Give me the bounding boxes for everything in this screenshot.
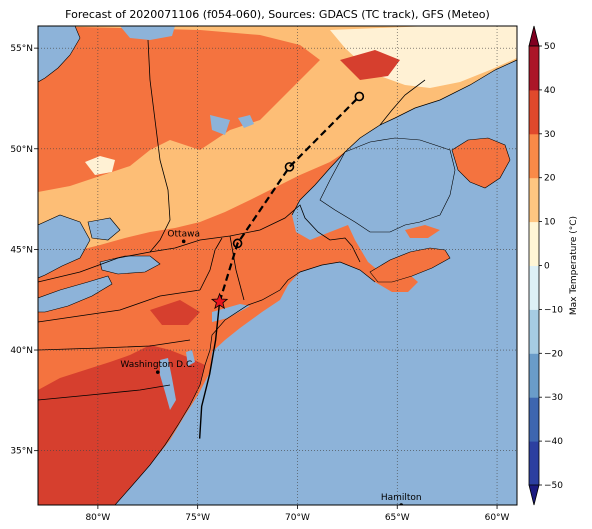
lat-tick-label: 40°N	[10, 346, 33, 356]
chesapeake-bay	[160, 358, 176, 410]
colorbar-tick-label: 30	[544, 130, 556, 140]
state-border-5	[38, 384, 171, 401]
colorbar-tick-label: −50	[544, 481, 563, 491]
nova-scotia	[369, 247, 451, 283]
colorbar-tick-label: 20	[544, 174, 556, 184]
latitude-axis: 35°N 40°N 45°N 50°N 55°N	[10, 44, 38, 457]
forecast-track-points	[232, 91, 365, 249]
map-title: Forecast of 2020071106 (f054-060), Sourc…	[65, 8, 490, 21]
lac-saint-jean	[238, 115, 254, 128]
hudson-bay-inlet	[120, 26, 175, 40]
map-frame	[37, 25, 518, 506]
lat-tick-label: 55°N	[10, 44, 33, 54]
colorbar-segment	[529, 89, 539, 135]
colorbar-tick-label: −10	[544, 305, 563, 315]
land-mild-patch	[85, 156, 115, 175]
city-label: Washington D.C.	[120, 360, 195, 370]
colorbar-tick-label: 0	[544, 262, 550, 272]
colorbar-segment	[529, 397, 539, 442]
land-hot-patch	[340, 50, 400, 80]
colorbar-segment	[529, 353, 539, 398]
longitude-axis: 80°W 75°W 70°W 65°W 60°W	[85, 505, 510, 523]
observed-track-line	[198, 301, 221, 439]
forecast-point	[354, 91, 365, 102]
colorbar-tick-label: −20	[544, 349, 563, 359]
colorbar-segment	[529, 133, 539, 179]
lake-erie	[38, 275, 113, 313]
forecast-point	[232, 238, 243, 249]
us-canada-border	[38, 204, 361, 283]
lon-tick-label: 75°W	[185, 513, 210, 523]
colorbar-tick-label: −40	[544, 437, 563, 447]
colorbar-label: Max Temperature (°C)	[569, 216, 579, 315]
colorbar-segment	[529, 177, 539, 223]
coastline	[114, 261, 376, 505]
forecast-track-line	[218, 95, 361, 303]
colorbar-min-arrow	[528, 484, 540, 506]
lon-tick-label: 70°W	[285, 513, 310, 523]
colorbar-tick-label: −30	[544, 393, 563, 403]
delaware-bay	[186, 350, 195, 366]
land-hot-strip	[150, 300, 200, 325]
state-border-4	[229, 235, 245, 301]
colorbar-segment	[529, 309, 539, 354]
lon-tick-label: 65°W	[385, 513, 410, 523]
lake-huron	[38, 214, 91, 279]
forecast-point	[284, 162, 295, 172]
long-island-sound	[212, 304, 250, 322]
colorbar-segment	[529, 46, 539, 91]
colorbar-tick-label: 10	[544, 218, 556, 228]
political-borders	[38, 39, 426, 401]
temperature-colorbar: −50 −40 −30 −20 −10 0 10 20 30 40 50 Max Temperatur…	[528, 25, 579, 506]
colorbar-segment	[529, 221, 539, 266]
quebec-ontario-border	[147, 39, 171, 253]
lat-tick-label: 35°N	[10, 447, 33, 457]
labrador-border	[379, 79, 426, 126]
lon-tick-label: 80°W	[85, 513, 110, 523]
state-border-2	[38, 339, 191, 351]
lat-tick-label: 50°N	[10, 145, 33, 155]
coastline-gulf	[291, 59, 517, 216]
map-gridlines	[38, 26, 517, 505]
lat-tick-label: 45°N	[10, 245, 33, 255]
prince-edward-island	[405, 225, 440, 238]
city-label: Hamilton	[381, 493, 422, 503]
colorbar-max-arrow	[528, 25, 540, 47]
city-marker	[181, 239, 186, 244]
reservoir-lake	[210, 115, 230, 135]
gulf-of-st-lawrence	[319, 137, 456, 233]
lon-tick-label: 60°W	[485, 513, 510, 523]
state-border-1	[38, 289, 201, 323]
colorbar-segment	[529, 441, 539, 486]
georgian-bay	[87, 217, 121, 241]
city-marker	[155, 370, 160, 374]
colorbar-tick-label: 40	[544, 86, 556, 96]
newfoundland	[451, 137, 511, 189]
current-position-star	[210, 292, 229, 310]
map-plot-area: Ottawa Washington D.C. Hamilton	[38, 26, 517, 505]
city-label: Ottawa	[167, 229, 200, 239]
colorbar-segment	[529, 265, 539, 310]
state-border-3	[199, 237, 223, 291]
james-bay	[38, 26, 81, 83]
colorbar-tick-label: 50	[544, 42, 556, 52]
